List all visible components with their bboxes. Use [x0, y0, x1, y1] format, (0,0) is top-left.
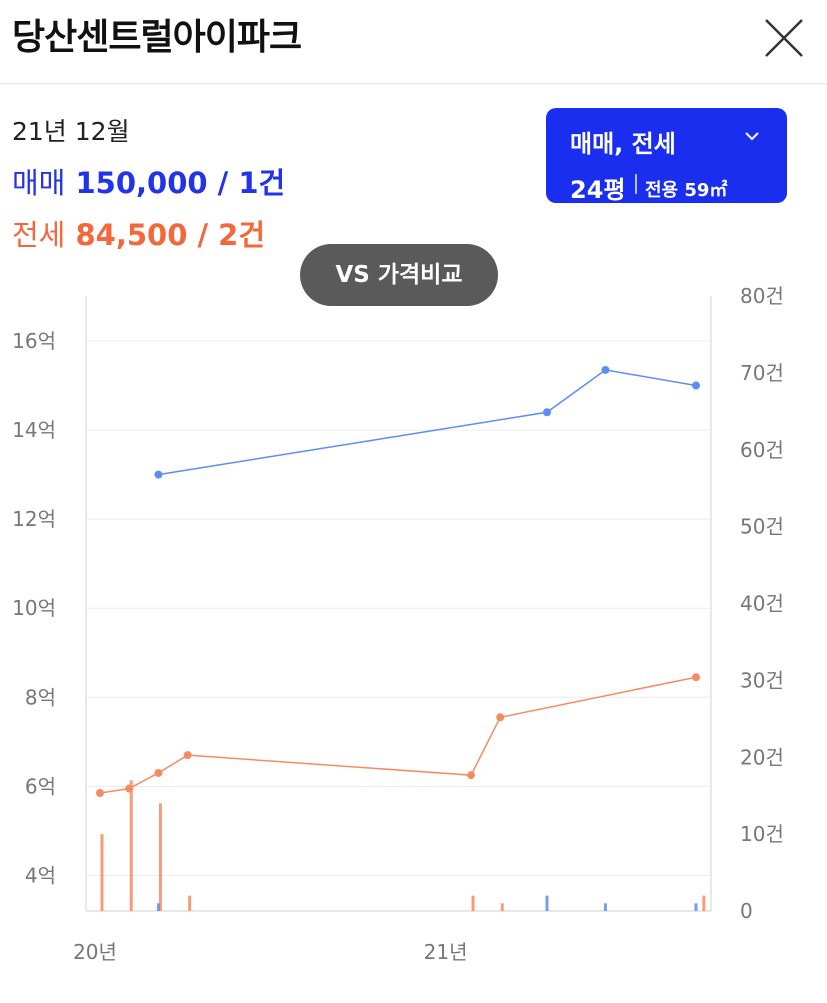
close-icon	[765, 19, 803, 57]
jeonse-volume-bar	[500, 903, 504, 911]
header-divider	[0, 83, 827, 84]
jeonse-price-point	[154, 768, 163, 777]
sale-volume-bar	[603, 903, 607, 911]
jeonse-price-point	[183, 751, 192, 760]
sale-price-line	[158, 369, 697, 476]
y-left-tick-label: 8억	[25, 685, 56, 709]
y-left-tick-label: 4억	[25, 863, 56, 887]
y-left-tick-label: 14억	[12, 418, 56, 442]
y-right-tick-label: 50건	[740, 515, 784, 539]
y-left-tick-label: 16억	[12, 329, 56, 353]
compare-button[interactable]: VS 가격비교	[300, 244, 498, 306]
jeonse-volume-bar	[188, 895, 192, 911]
jeonse-label: 전세	[12, 218, 66, 252]
jeonse-value: 84,500 / 2건	[75, 218, 266, 252]
chart-svg: 4억 6억 8억 10억 12억 14억 16억 0 10건 20건 30건 40건 50건 60건 70건…	[12, 284, 784, 964]
sale-label: 매매	[12, 166, 66, 200]
filter-button[interactable]: 매매, 전세 24평 전용 59㎡	[546, 108, 787, 204]
x-tick-label: 21년	[424, 940, 468, 964]
jeonse-price-point	[496, 713, 505, 722]
x-tick-label: 20년	[73, 940, 117, 964]
sale-volume-bar	[156, 903, 160, 911]
jeonse-volume-bar	[471, 895, 475, 911]
y-right-tick-label: 10건	[740, 822, 784, 846]
sale-volume-bar	[694, 903, 698, 911]
filter-size: 24평	[570, 176, 626, 204]
jeonse-price-point	[467, 771, 476, 780]
jeonse-volume-bar	[129, 780, 133, 911]
sale-price-point	[692, 381, 700, 390]
price-chart: 4억 6억 8억 10억 12억 14억 16억 0 10건 20건 30건 40건 50건 60건 70건…	[0, 280, 827, 1003]
jeonse-summary: 전세 84,500 / 2건	[12, 212, 265, 254]
y-left-tick-label: 12억	[12, 507, 56, 531]
summary-date: 21년 12월	[12, 117, 130, 146]
jeonse-volume-bar	[702, 895, 706, 911]
jeonse-price-point	[125, 784, 134, 793]
sale-price-point	[601, 365, 610, 374]
filter-separator	[635, 174, 637, 194]
jeonse-price-point	[96, 788, 104, 797]
y-right-tick-label: 40건	[740, 592, 784, 616]
y-right-tick-label: 70건	[740, 361, 784, 385]
y-right-tick-label: 60건	[740, 438, 784, 462]
sale-price-point	[154, 470, 163, 479]
page-title: 당산센트럴아이파크	[12, 17, 302, 58]
chevron-down-icon	[745, 132, 759, 141]
filter-types: 매매, 전세	[570, 130, 676, 158]
close-button[interactable]	[760, 14, 808, 62]
jeonse-volume-bar	[100, 834, 104, 911]
sale-value: 150,000 / 1건	[75, 166, 286, 200]
jeonse-volume-bar	[158, 803, 162, 911]
y-left-tick-label: 10억	[12, 596, 56, 620]
filter-area: 전용 59㎡	[645, 180, 728, 201]
y-right-tick-label: 20건	[740, 745, 784, 769]
sale-volume-bar	[545, 895, 549, 911]
plot-area	[86, 296, 711, 911]
sale-summary: 매매 150,000 / 1건	[12, 160, 285, 202]
y-right-tick-label: 0	[740, 899, 753, 923]
y-right-tick-label: 30건	[740, 668, 784, 692]
jeonse-price-point	[692, 673, 700, 682]
y-right-tick-label: 80건	[740, 284, 784, 308]
y-left-tick-label: 6억	[25, 774, 56, 798]
sale-price-point	[543, 408, 551, 417]
